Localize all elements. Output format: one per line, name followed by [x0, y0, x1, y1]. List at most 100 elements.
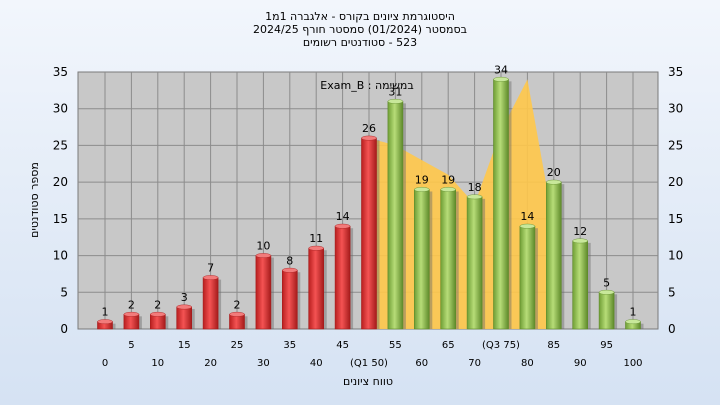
- bar-value-label: 31: [388, 85, 402, 98]
- bar: [413, 189, 430, 330]
- bar-cap: [123, 311, 140, 317]
- y-tick-label-left: 30: [53, 102, 68, 116]
- x-tick-label: 45: [336, 340, 349, 351]
- bar-value-label: 1: [102, 306, 109, 319]
- bar-value-label: 19: [441, 173, 455, 186]
- x-tick-label: 85: [547, 340, 560, 351]
- y-tick-label-left: 0: [60, 322, 68, 336]
- bar-value-label: 26: [362, 122, 376, 135]
- annotation-label: במשימה : Exam_B: [320, 79, 413, 92]
- bar: [440, 189, 457, 330]
- chart-title-line-3: 523 - סטודנטים רשומים: [302, 36, 418, 49]
- bar: [572, 240, 589, 330]
- x-tick-label: 40: [310, 358, 323, 369]
- x-tick-label: 100: [623, 358, 642, 369]
- x-tick-label: 5: [128, 340, 134, 351]
- bar-cap: [546, 179, 562, 185]
- bar-cap: [625, 319, 641, 325]
- bar-value-label: 34: [494, 63, 508, 76]
- bar-value-label: 12: [573, 225, 587, 238]
- bar-value-label: 3: [181, 291, 188, 304]
- x-tick-label: (Q3 75): [482, 340, 520, 351]
- x-tick-label: 25: [231, 340, 244, 351]
- bar: [176, 306, 192, 330]
- bar-cap: [176, 304, 192, 310]
- y-tick-label-right: 20: [668, 175, 683, 189]
- chart-title-line-1: היסטוגרמת ציונים בקורס - אלגברה 1מ1: [265, 10, 455, 23]
- x-tick-label: 55: [389, 340, 402, 351]
- bar: [202, 277, 219, 330]
- bar: [519, 225, 536, 330]
- bar-cap: [414, 187, 430, 192]
- bar-value-label: 10: [256, 240, 270, 253]
- y-tick-label-right: 30: [668, 102, 683, 116]
- bar-cap: [519, 223, 536, 229]
- x-tick-label: 60: [415, 358, 428, 369]
- bar-cap: [387, 98, 404, 104]
- bar-value-label: 2: [128, 298, 135, 311]
- x-tick-label: 65: [442, 340, 455, 351]
- x-tick-label: 20: [204, 358, 217, 369]
- y-tick-label-right: 25: [668, 138, 683, 152]
- bar-cap: [572, 238, 588, 244]
- bar: [493, 79, 509, 330]
- y-tick-label-right: 35: [668, 65, 683, 79]
- chart-title-line-2: בסמסטר (01/2024) סמסטר חורף 2024/25: [253, 23, 467, 36]
- bar: [387, 101, 404, 330]
- y-tick-label-left: 5: [60, 285, 68, 299]
- bar-value-label: 8: [286, 254, 293, 267]
- bar-value-label: 7: [207, 262, 214, 275]
- y-tick-label-right: 15: [668, 212, 683, 226]
- y-tick-label-right: 10: [668, 249, 683, 263]
- x-tick-label: 70: [468, 358, 481, 369]
- bar: [361, 137, 377, 330]
- bar-cap: [440, 187, 456, 192]
- y-tick-label-right: 0: [668, 322, 676, 336]
- y-tick-label-left: 15: [53, 212, 68, 226]
- x-tick-label: 80: [521, 358, 534, 369]
- bar-cap: [361, 135, 377, 141]
- x-tick-label: 90: [574, 358, 587, 369]
- bar-value-label: 1: [630, 306, 637, 319]
- bar-cap: [97, 319, 113, 325]
- x-tick-label: 10: [151, 358, 164, 369]
- bar: [545, 181, 562, 330]
- bar: [255, 255, 272, 330]
- bar-value-label: 2: [154, 298, 161, 311]
- bar-cap: [202, 275, 219, 280]
- x-tick-label: 30: [257, 358, 270, 369]
- y-tick-label-left: 35: [53, 65, 68, 79]
- bars: [97, 76, 644, 330]
- bar-value-label: 18: [468, 181, 482, 194]
- bar-value-label: 5: [603, 276, 610, 289]
- x-tick-label: 15: [178, 340, 191, 351]
- bar-value-label: 14: [520, 210, 534, 223]
- bar-cap: [150, 311, 166, 317]
- x-tick-label: 95: [600, 340, 613, 351]
- bar: [308, 247, 325, 330]
- x-tick-label: (Q1 50): [350, 358, 388, 369]
- bar-cap: [255, 253, 272, 258]
- bar-value-label: 14: [336, 210, 350, 223]
- bar-cap: [229, 311, 245, 317]
- x-tick-label: 0: [102, 358, 108, 369]
- bar-value-label: 20: [547, 166, 561, 179]
- y-tick-label-left: 25: [53, 138, 68, 152]
- bar-cap: [282, 267, 298, 273]
- y-tick-label-left: 10: [53, 249, 68, 263]
- bar-value-label: 19: [415, 173, 429, 186]
- bar-value-label: 2: [234, 298, 241, 311]
- bar: [598, 291, 615, 330]
- bar: [281, 269, 298, 330]
- bar-value-label: 11: [309, 232, 323, 245]
- bar-cap: [466, 194, 483, 200]
- x-tick-label: 35: [283, 340, 296, 351]
- y-tick-label-left: 20: [53, 175, 68, 189]
- x-axis-title: טווח ציונים: [343, 375, 393, 388]
- bar-cap: [334, 223, 351, 229]
- bar: [466, 196, 483, 330]
